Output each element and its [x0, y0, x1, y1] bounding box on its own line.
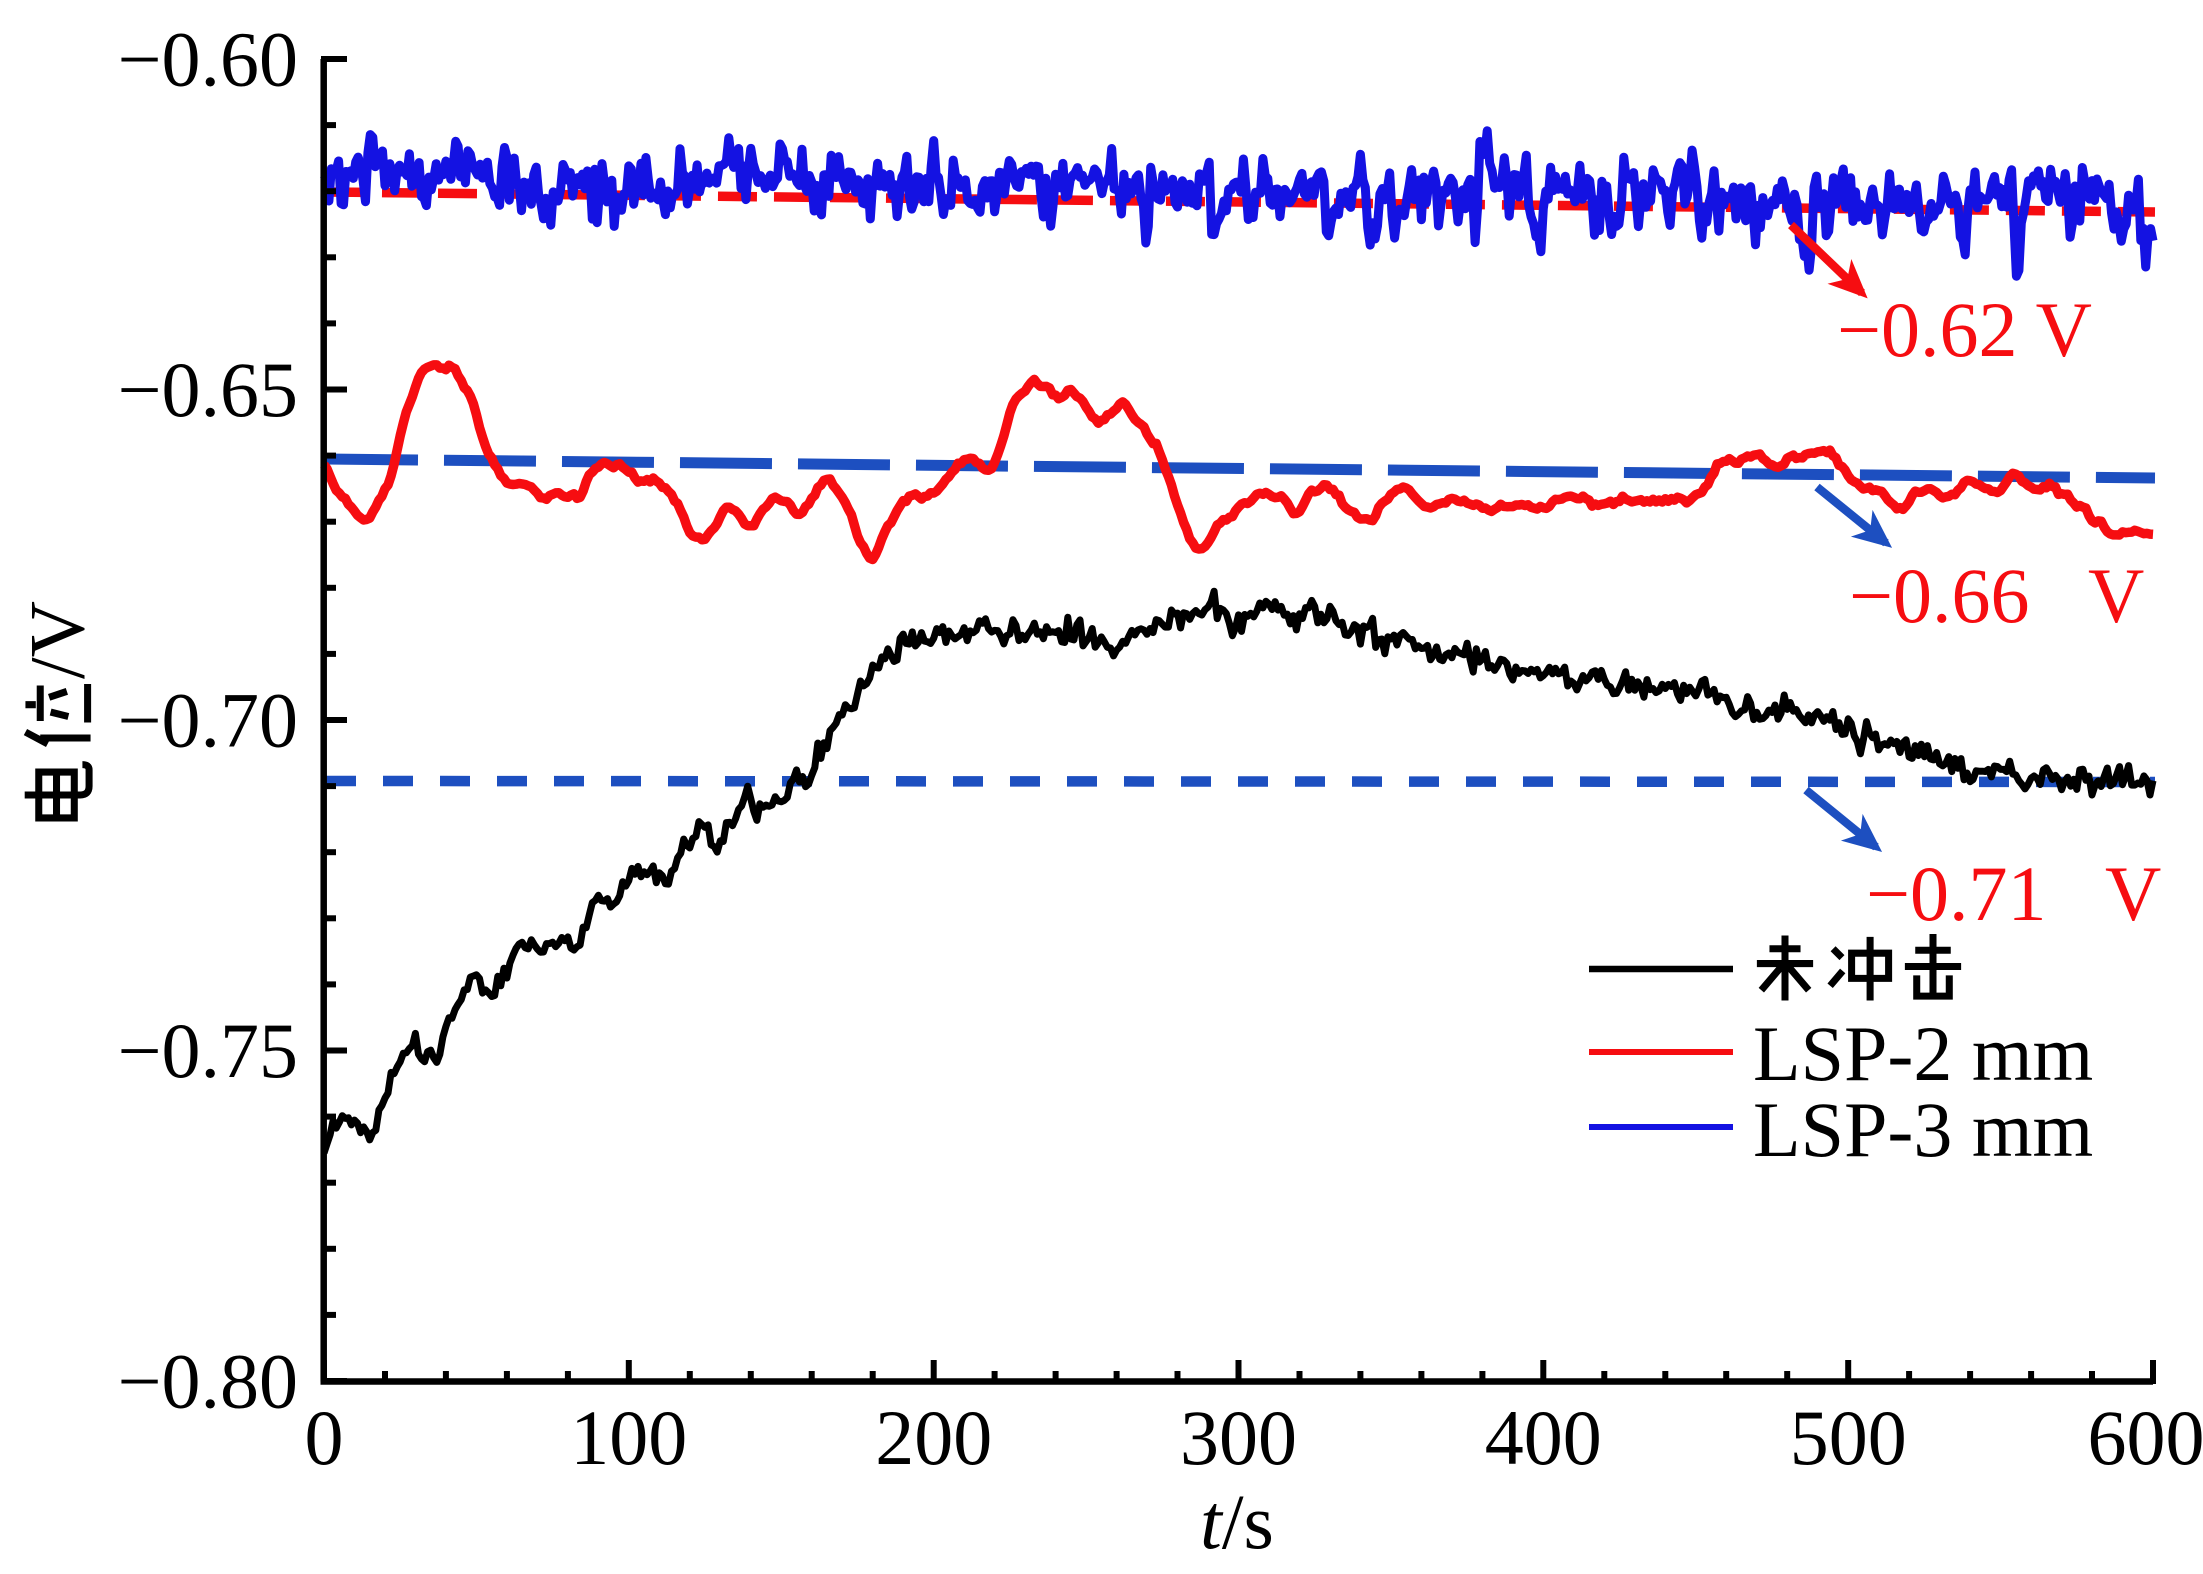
svg-text:200: 200 — [875, 1394, 992, 1481]
svg-text:0: 0 — [305, 1394, 344, 1481]
svg-text:−0.80: −0.80 — [118, 1338, 299, 1425]
svg-text:LSP-2 mm: LSP-2 mm — [1753, 1010, 2093, 1097]
svg-text:LSP-3 mm: LSP-3 mm — [1753, 1086, 2093, 1173]
svg-text:−0.60: −0.60 — [118, 16, 299, 103]
svg-text:−0.62 V: −0.62 V — [1837, 286, 2092, 373]
svg-text:400: 400 — [1485, 1394, 1602, 1481]
svg-text:t/s: t/s — [1200, 1478, 1274, 1565]
svg-text:100: 100 — [570, 1394, 687, 1481]
svg-text:−0.70: −0.70 — [118, 677, 299, 764]
svg-text:300: 300 — [1180, 1394, 1297, 1481]
svg-text:500: 500 — [1790, 1394, 1907, 1481]
svg-text:−0.65: −0.65 — [118, 346, 299, 433]
svg-text:600: 600 — [2088, 1394, 2203, 1481]
svg-text:−0.75: −0.75 — [118, 1007, 299, 1094]
svg-text:/V: /V — [14, 601, 101, 679]
svg-text:−0.71 V: −0.71 V — [1866, 850, 2161, 937]
svg-text:−0.66 V: −0.66 V — [1849, 552, 2144, 639]
